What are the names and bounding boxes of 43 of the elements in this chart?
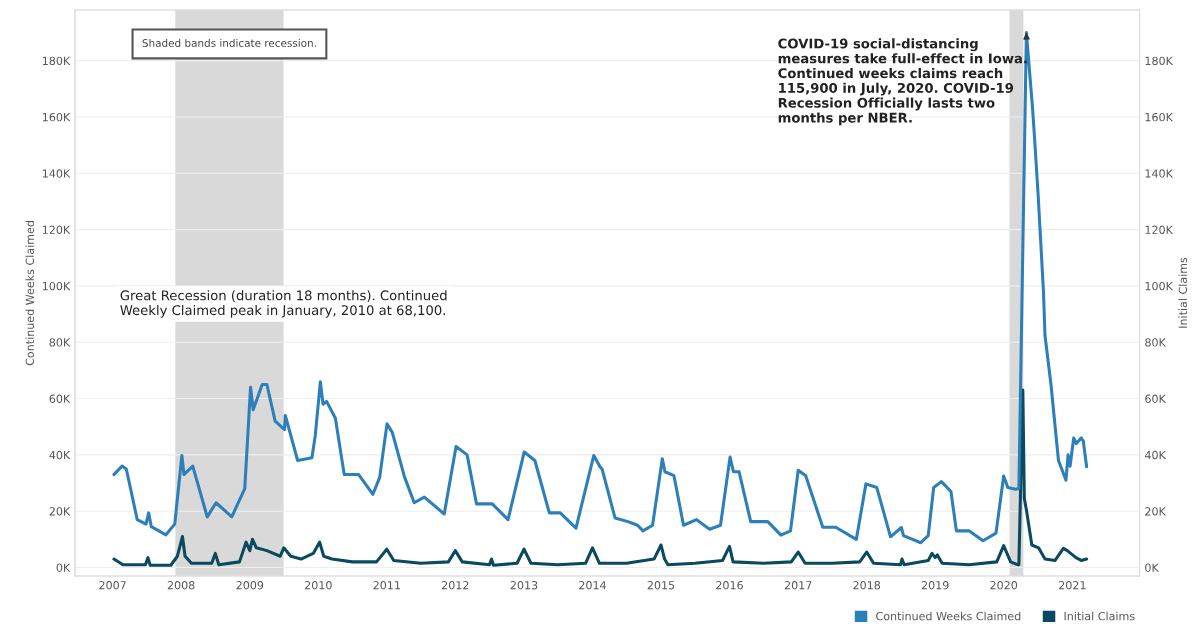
annotation: Shaded bands indicate recession. [142, 38, 316, 47]
y2-tick-label: 80K [1145, 338, 1167, 347]
x-tick-label: 2011 [373, 581, 400, 590]
y-tick-label: 180K [42, 56, 71, 66]
x-tick-label: 2017 [784, 581, 812, 590]
y-tick-label: 160K [42, 112, 71, 122]
y2-tick-label: 60K [1145, 394, 1167, 403]
y-tick-label: 80K [49, 338, 71, 347]
line-series [112, 388, 1089, 567]
x-tick-label: 2019 [921, 581, 949, 590]
x-tick-label: 2010 [304, 581, 332, 590]
y-tick-label: 60K [49, 394, 71, 403]
y2-tick-label: 40K [1144, 450, 1167, 460]
y2-tick-label: 160K [1145, 112, 1174, 122]
y-tick-label: 0K [56, 563, 71, 572]
y2-tick-label: 140K [1145, 169, 1174, 178]
x-tick-label: 2007 [99, 581, 126, 590]
x-tick-label: 2021 [1059, 581, 1086, 590]
y-tick-label: 120K [42, 225, 71, 234]
legend-label: Continued Weeks Claimed [876, 611, 1021, 621]
y2-tick-label: 120K [1145, 225, 1174, 234]
x-tick-label: 2013 [510, 581, 538, 590]
y-tick-label: 140K [42, 169, 71, 178]
y2-tick-label: 20K [1145, 507, 1167, 516]
annotation: Great Recession (duration 18 months). Continued Weekly Claimed peak in January, 2010 at 68,100. [120, 290, 447, 318]
x-tick-label: 2008 [167, 581, 195, 590]
x-tick-label: 2016 [716, 581, 743, 590]
y-axis-title: Continued Weeks Claimed [25, 221, 35, 366]
y-tick-label: 20K [49, 507, 71, 516]
y-tick-label: 100K [42, 281, 71, 291]
y-tick-label: 40K [49, 450, 71, 460]
x-tick-label: 2014 [579, 581, 607, 590]
line-series [112, 30, 1089, 545]
y2-tick-label: 0K [1145, 563, 1159, 572]
x-tick-label: 2020 [990, 581, 1018, 590]
x-tick-label: 2015 [647, 581, 675, 590]
y2-axis-title: Initial Claims [1178, 257, 1188, 328]
x-tick-label: 2009 [236, 581, 264, 590]
legend-label: Initial Claims [1064, 611, 1135, 621]
x-tick-label: 2012 [441, 581, 469, 590]
y2-tick-label: 180K [1145, 56, 1174, 66]
y2-tick-label: 100K [1145, 281, 1174, 291]
x-tick-label: 2018 [853, 581, 881, 590]
